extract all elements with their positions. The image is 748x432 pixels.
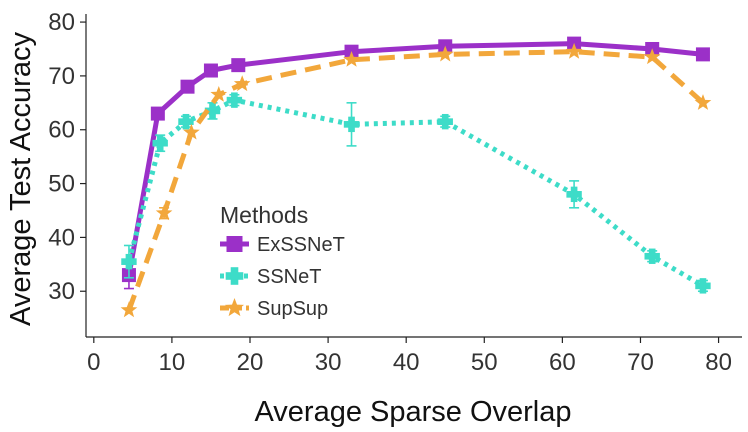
x-tick-label: 60 <box>549 349 576 376</box>
x-axis-title: Average Sparse Overlap <box>254 396 571 427</box>
data-point <box>566 186 582 203</box>
legend: Methods ExSSNeT SSNeT SupSup <box>220 202 345 320</box>
series-ssnet <box>121 92 711 294</box>
legend-entry: ExSSNeT <box>220 234 345 256</box>
data-point <box>178 113 194 130</box>
data-point-v <box>648 248 656 264</box>
legend-marker <box>225 267 244 285</box>
y-axis-title: Average Test Accuracy <box>5 32 37 326</box>
x-tick-label: 80 <box>705 349 732 376</box>
data-point <box>343 116 360 133</box>
series-layer <box>120 36 712 318</box>
y-tick-label: 80 <box>48 9 75 36</box>
data-point <box>183 123 200 140</box>
data-point-v <box>209 103 216 119</box>
x-tick-label: 10 <box>159 349 186 376</box>
series-supsup <box>120 42 712 318</box>
data-point-v <box>182 113 190 130</box>
x-tick-label: 50 <box>471 349 498 376</box>
y-tick-label: 60 <box>48 117 75 144</box>
legend-entry: SSNeT <box>220 266 321 288</box>
data-point <box>210 86 228 102</box>
data-point <box>436 45 454 62</box>
x-tick-label: 20 <box>237 349 264 376</box>
x-tick-label: 0 <box>87 349 100 376</box>
axes: 0 10 20 30 40 50 60 70 80 30 40 50 60 70 80 <box>48 9 742 376</box>
data-point-v <box>570 186 578 203</box>
legend-marker <box>226 236 243 252</box>
data-point <box>180 79 195 94</box>
data-point <box>695 47 710 62</box>
data-point <box>204 103 221 119</box>
data-point-v <box>156 135 164 151</box>
legend-entry: SupSup <box>220 298 328 320</box>
data-point <box>565 42 583 59</box>
data-point <box>695 278 711 294</box>
data-point <box>203 63 218 78</box>
data-point <box>343 51 360 67</box>
data-point-v <box>231 92 238 108</box>
data-point <box>437 113 453 130</box>
data-point <box>233 75 251 92</box>
data-point <box>155 204 173 221</box>
x-tick-label: 40 <box>393 349 420 376</box>
series-line <box>126 97 705 289</box>
data-point <box>121 253 137 270</box>
data-point <box>694 94 712 110</box>
data-point <box>120 301 138 318</box>
data-point <box>150 106 165 121</box>
legend-label: SupSup <box>257 298 328 320</box>
y-tick-label: 30 <box>48 278 75 305</box>
y-tick-label: 40 <box>48 224 75 251</box>
y-tick-label: 70 <box>48 63 75 90</box>
data-point-v <box>699 278 707 294</box>
series-exssnet <box>121 36 710 290</box>
data-point <box>643 48 661 65</box>
y-tick-label: 50 <box>48 171 75 198</box>
legend-label: SSNeT <box>257 266 321 288</box>
legend-marker-v <box>230 267 239 285</box>
data-point <box>152 135 168 151</box>
series-line <box>126 41 704 276</box>
legend-title: Methods <box>220 202 308 228</box>
data-point <box>644 248 660 264</box>
data-point <box>231 58 246 73</box>
data-point-v <box>125 253 133 270</box>
data-point-v <box>348 116 355 133</box>
legend-label: ExSSNeT <box>257 234 345 256</box>
series-line <box>126 49 705 311</box>
data-point <box>226 92 243 108</box>
x-tick-label: 70 <box>627 349 654 376</box>
legend-marker <box>225 298 244 317</box>
data-point-v <box>441 113 449 130</box>
x-tick-label: 30 <box>315 349 342 376</box>
